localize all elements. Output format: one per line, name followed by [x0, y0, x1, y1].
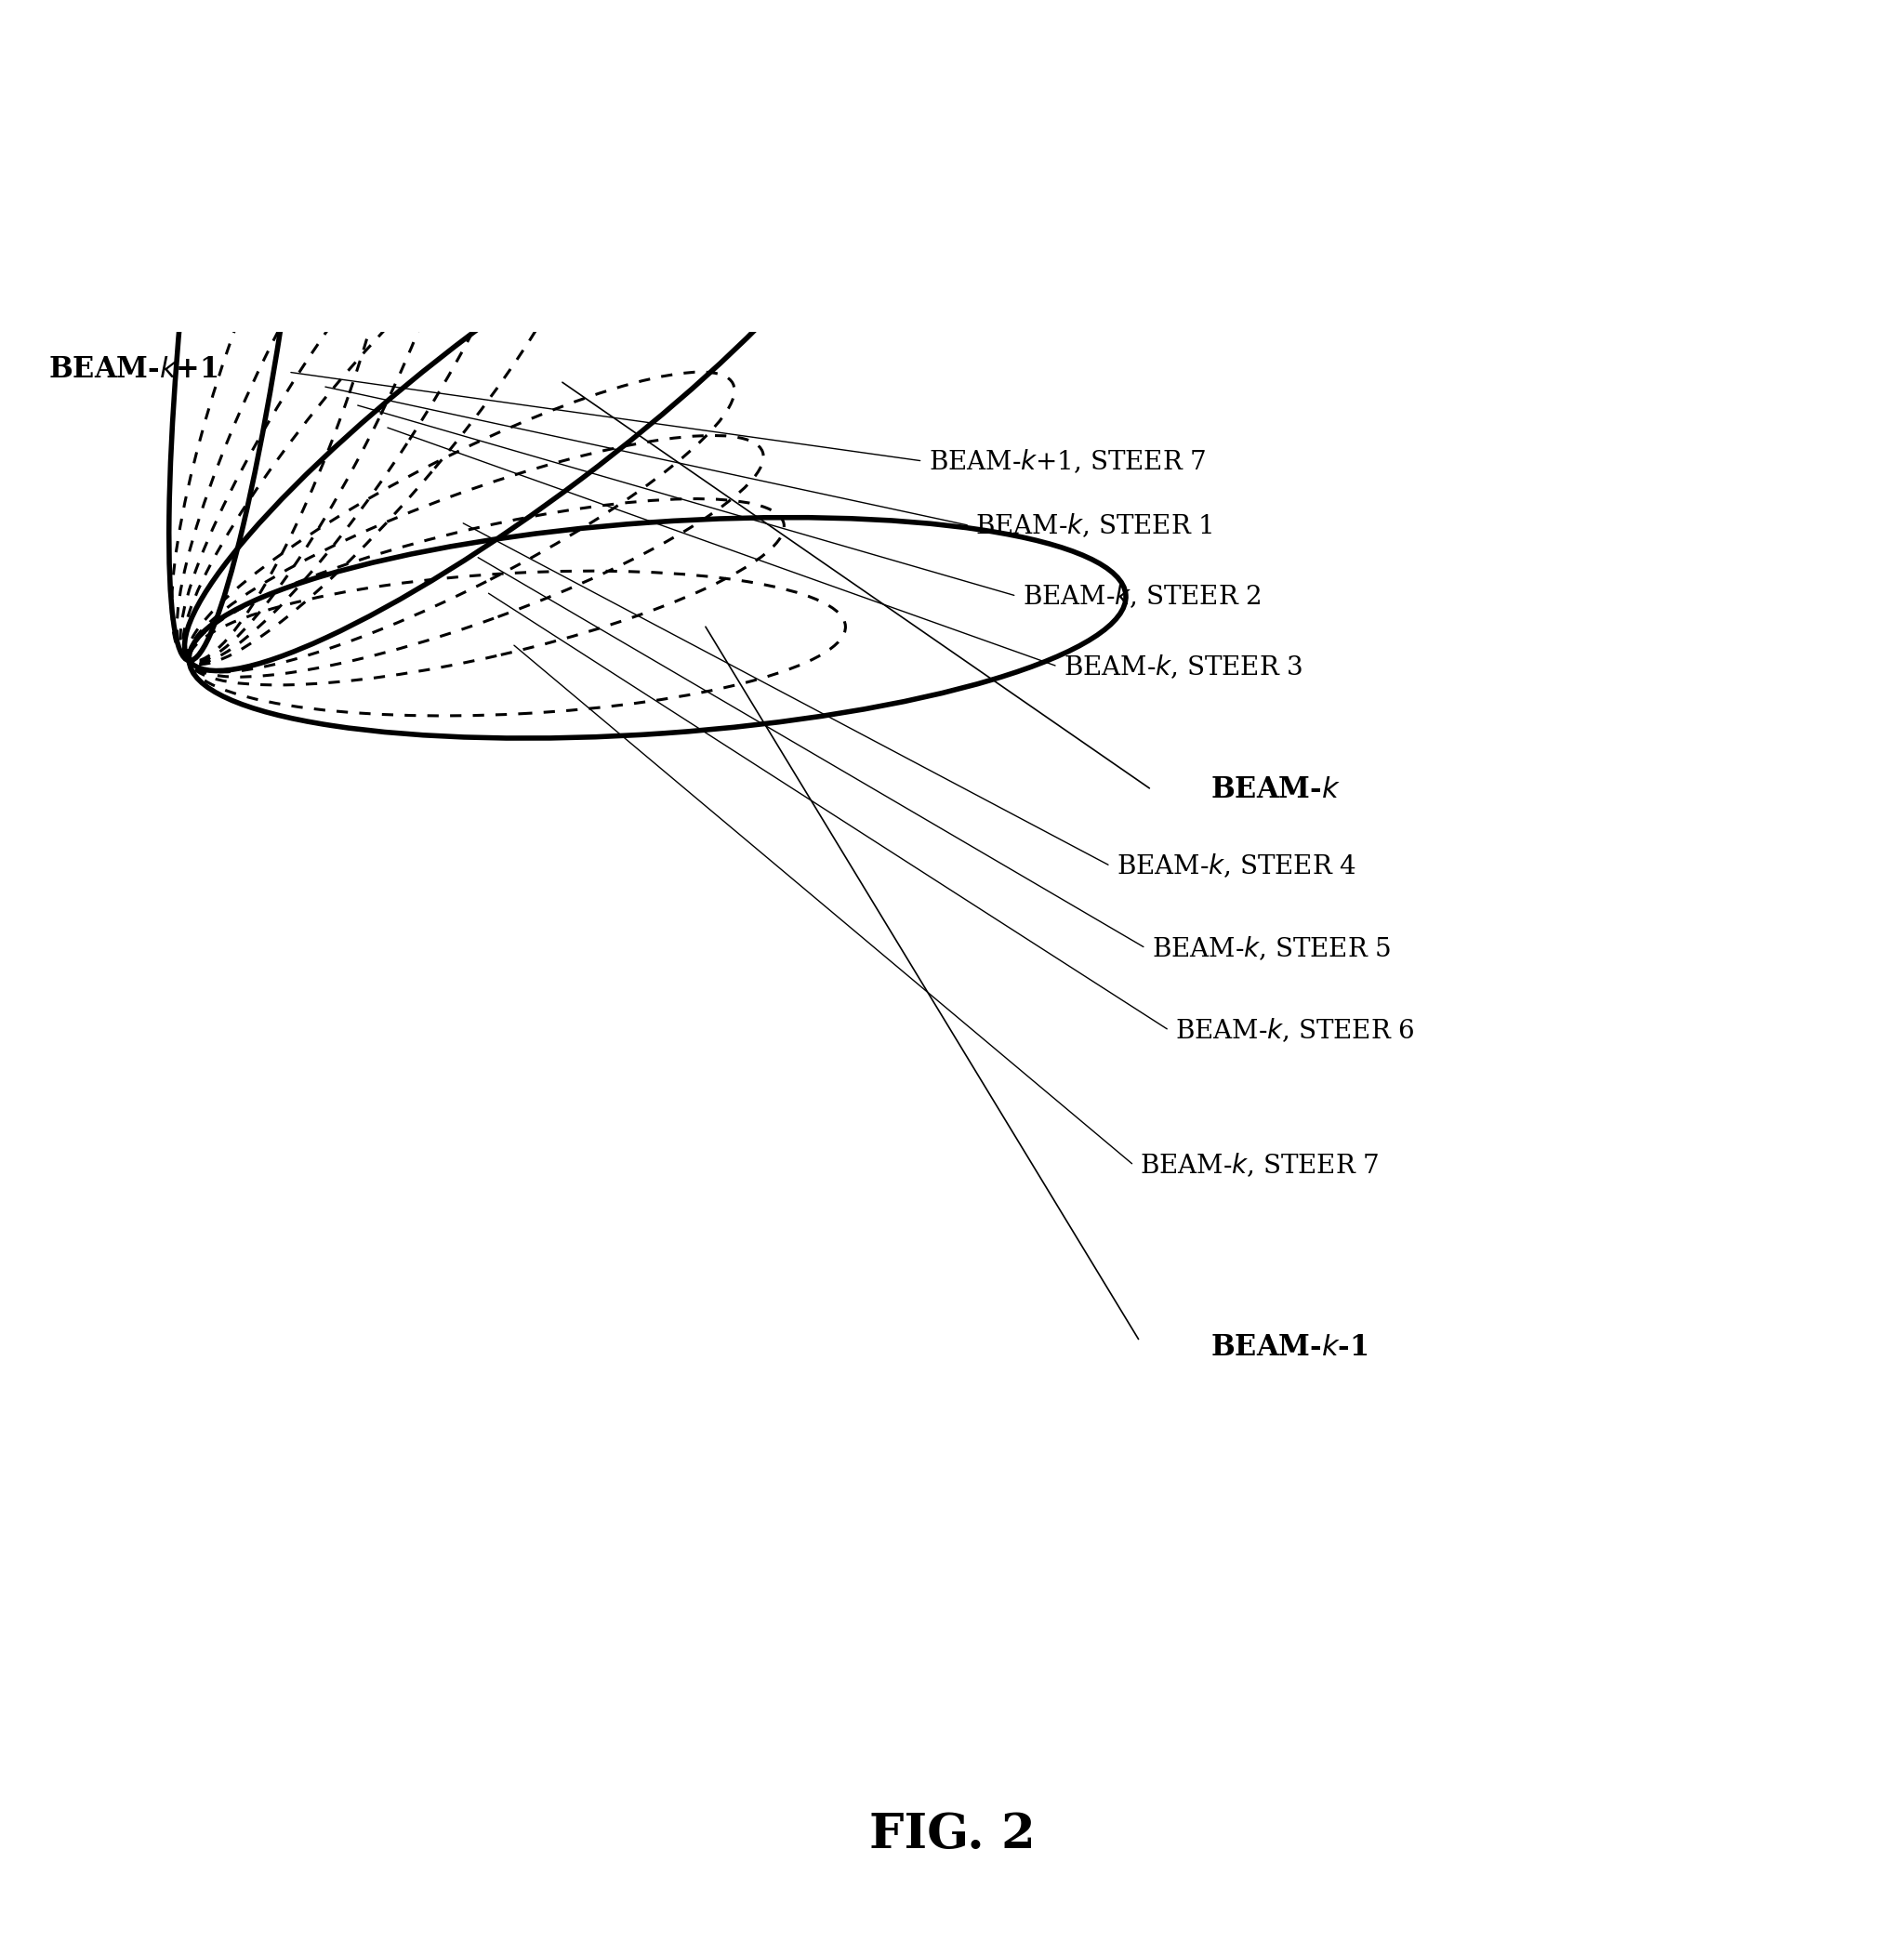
Text: BEAM-$k$-1: BEAM-$k$-1: [1211, 1333, 1367, 1361]
Text: BEAM-$k$, STEER 6: BEAM-$k$, STEER 6: [1175, 1017, 1415, 1044]
Text: BEAM-$k$, STEER 4: BEAM-$k$, STEER 4: [1116, 852, 1356, 880]
Text: BEAM-$k$, STEER 1: BEAM-$k$, STEER 1: [975, 512, 1213, 540]
Text: BEAM-$k$, STEER 7: BEAM-$k$, STEER 7: [1140, 1151, 1378, 1179]
Text: BEAM-$k$+1: BEAM-$k$+1: [48, 356, 217, 383]
Text: FIG. 2: FIG. 2: [868, 1810, 1036, 1857]
Text: BEAM-$k$, STEER 3: BEAM-$k$, STEER 3: [1064, 653, 1302, 680]
Text: BEAM-$k$+1, STEER 7: BEAM-$k$+1, STEER 7: [929, 448, 1205, 475]
Text: BEAM-$k$, STEER 5: BEAM-$k$, STEER 5: [1152, 934, 1392, 962]
Text: BEAM-$k$: BEAM-$k$: [1211, 776, 1340, 804]
Text: BEAM-$k$, STEER 2: BEAM-$k$, STEER 2: [1022, 583, 1260, 610]
